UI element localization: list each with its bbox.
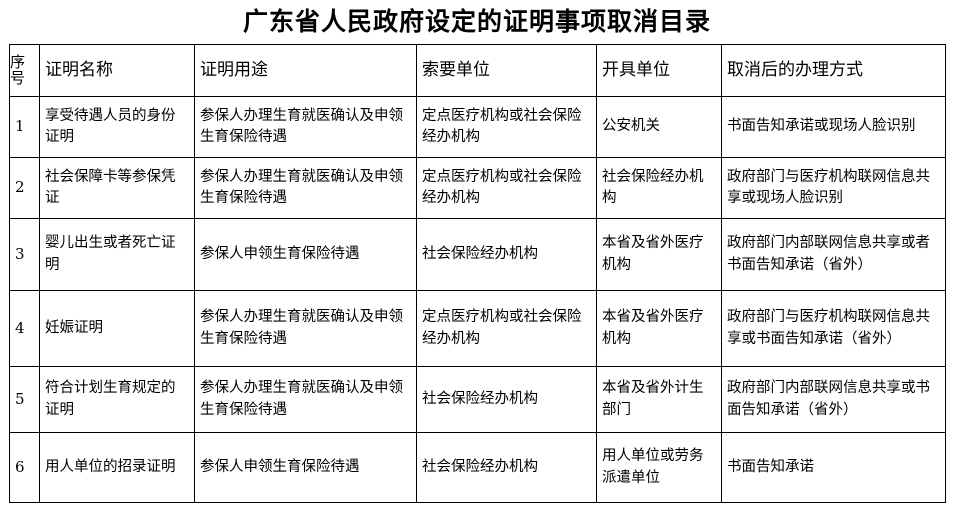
cell-name: 婴儿出生或者死亡证明	[39, 218, 195, 291]
cell-method-after-cancel: 政府部门内部联网信息共享或书面告知承诺（省外）	[721, 366, 946, 433]
cell-issuing-unit: 本省及省外医疗机构	[596, 218, 722, 291]
cell-index: 5	[9, 366, 40, 433]
cell-issuing-unit: 本省及省外医疗机构	[596, 290, 722, 367]
cell-method-after-cancel: 政府部门内部联网信息共享或者书面告知承诺（省外）	[721, 218, 946, 291]
cell-name: 社会保障卡等参保凭证	[39, 157, 195, 219]
cell-purpose: 参保人申领生育保险待遇	[194, 432, 417, 503]
cell-purpose: 参保人办理生育就医确认及申领生育保险待遇	[194, 157, 417, 219]
cell-index: 4	[9, 290, 40, 367]
cell-requesting-unit: 定点医疗机构或社会保险经办机构	[416, 290, 597, 367]
column-header-index-line2: 号	[10, 68, 26, 87]
cell-purpose: 参保人申领生育保险待遇	[194, 218, 417, 291]
cell-method-after-cancel: 政府部门与医疗机构联网信息共享或书面告知承诺（省外）	[721, 290, 946, 367]
cell-issuing-unit: 用人单位或劳务派遣单位	[596, 432, 722, 503]
column-header-name: 证明名称	[39, 44, 195, 97]
cell-name: 妊娠证明	[39, 290, 195, 367]
table-row: 2 社会保障卡等参保凭证 参保人办理生育就医确认及申领生育保险待遇 定点医疗机构…	[9, 157, 946, 219]
header-row: 序 号 证明名称 证明用途 索要单位 开具单位 取消后的办理方式	[9, 44, 946, 97]
cell-issuing-unit: 本省及省外计生部门	[596, 366, 722, 433]
cell-purpose: 参保人办理生育就医确认及申领生育保险待遇	[194, 366, 417, 433]
cell-requesting-unit: 定点医疗机构或社会保险经办机构	[416, 96, 597, 158]
cell-method-after-cancel: 政府部门与医疗机构联网信息共享或现场人脸识别	[721, 157, 946, 219]
table-container: 序 号 证明名称 证明用途 索要单位 开具单位 取消后的办理方式 1 享受待遇人…	[0, 44, 954, 503]
table-row: 4 妊娠证明 参保人办理生育就医确认及申领生育保险待遇 定点医疗机构或社会保险经…	[9, 290, 946, 367]
cell-name: 享受待遇人员的身份证明	[39, 96, 195, 158]
table-row: 5 符合计划生育规定的证明 参保人办理生育就医确认及申领生育保险待遇 社会保险经…	[9, 366, 946, 433]
cell-purpose: 参保人办理生育就医确认及申领生育保险待遇	[194, 290, 417, 367]
column-header-purpose: 证明用途	[194, 44, 417, 97]
table-body: 1 享受待遇人员的身份证明 参保人办理生育就医确认及申领生育保险待遇 定点医疗机…	[9, 96, 946, 503]
cell-method-after-cancel: 书面告知承诺	[721, 432, 946, 503]
cell-method-after-cancel: 书面告知承诺或现场人脸识别	[721, 96, 946, 158]
table-row: 6 用人单位的招录证明 参保人申领生育保险待遇 社会保险经办机构 用人单位或劳务…	[9, 432, 946, 503]
cell-purpose: 参保人办理生育就医确认及申领生育保险待遇	[194, 96, 417, 158]
column-header-method-after-cancel: 取消后的办理方式	[721, 44, 946, 97]
column-header-issuing-unit: 开具单位	[596, 44, 722, 97]
cell-requesting-unit: 社会保险经办机构	[416, 218, 597, 291]
cancellation-catalog-table: 序 号 证明名称 证明用途 索要单位 开具单位 取消后的办理方式 1 享受待遇人…	[9, 44, 946, 503]
cell-requesting-unit: 社会保险经办机构	[416, 432, 597, 503]
cell-requesting-unit: 定点医疗机构或社会保险经办机构	[416, 157, 597, 219]
column-header-requesting-unit: 索要单位	[416, 44, 597, 97]
table-header: 序 号 证明名称 证明用途 索要单位 开具单位 取消后的办理方式	[9, 44, 946, 97]
column-header-index-line1: 序	[10, 52, 26, 71]
page-title: 广东省人民政府设定的证明事项取消目录	[242, 7, 711, 36]
cell-index: 6	[9, 432, 40, 503]
cell-index: 3	[9, 218, 40, 291]
cell-requesting-unit: 社会保险经办机构	[416, 366, 597, 433]
cell-index: 1	[9, 96, 40, 158]
cell-issuing-unit: 公安机关	[596, 96, 722, 158]
cell-index: 2	[9, 157, 40, 219]
table-row: 1 享受待遇人员的身份证明 参保人办理生育就医确认及申领生育保险待遇 定点医疗机…	[9, 96, 946, 158]
column-header-index: 序 号	[9, 44, 40, 97]
cell-name: 用人单位的招录证明	[39, 432, 195, 503]
cell-issuing-unit: 社会保险经办机构	[596, 157, 722, 219]
cell-name: 符合计划生育规定的证明	[39, 366, 195, 433]
table-row: 3 婴儿出生或者死亡证明 参保人申领生育保险待遇 社会保险经办机构 本省及省外医…	[9, 218, 946, 291]
